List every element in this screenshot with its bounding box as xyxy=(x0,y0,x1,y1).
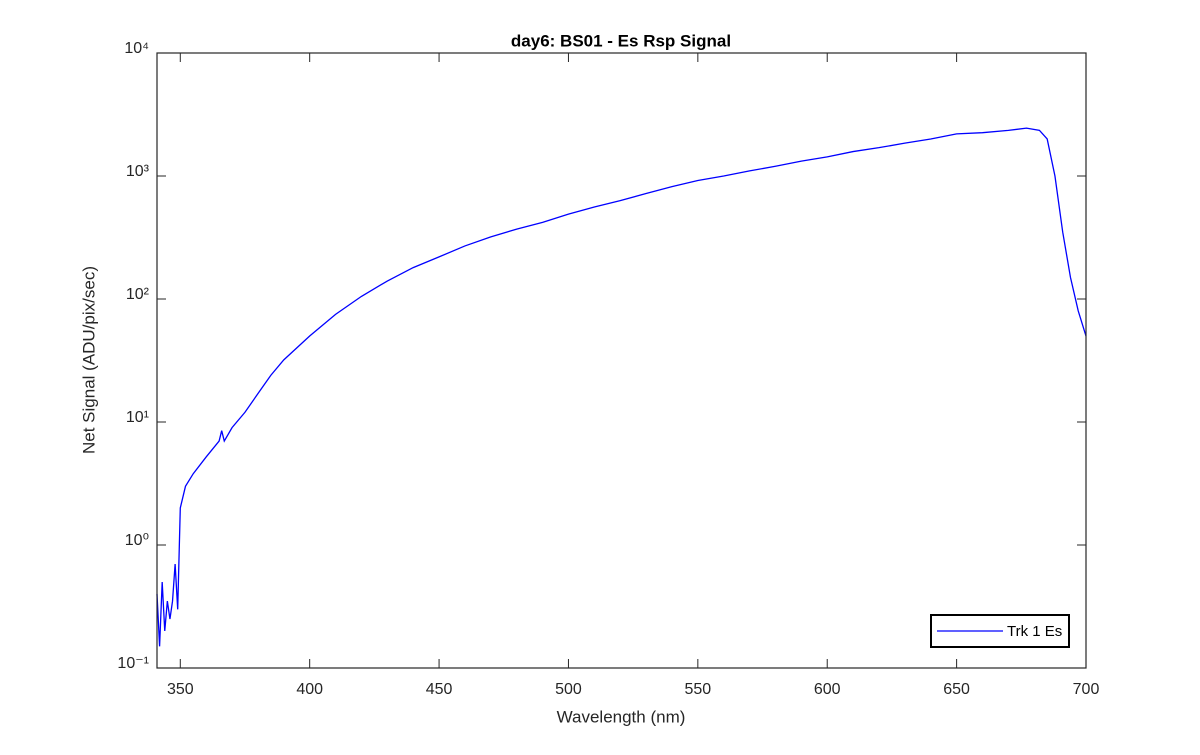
x-tick-label: 400 xyxy=(296,681,323,698)
plot-area xyxy=(157,53,1086,668)
y-tick-label: 10⁰ xyxy=(125,532,149,549)
chart-title: day6: BS01 - Es Rsp Signal xyxy=(511,31,731,50)
x-tick-label: 650 xyxy=(943,681,970,698)
y-tick-label: 10¹ xyxy=(126,409,149,426)
data-line xyxy=(156,127,1087,647)
axes-frame xyxy=(156,52,1087,669)
x-axis-label: Wavelength (nm) xyxy=(557,707,686,726)
x-tick-label: 550 xyxy=(684,681,711,698)
x-tick-label: 450 xyxy=(426,681,453,698)
x-tick-label: 500 xyxy=(555,681,582,698)
x-tick-label: 700 xyxy=(1073,681,1100,698)
legend-label: Trk 1 Es xyxy=(1007,623,1062,640)
x-tick-label: 350 xyxy=(167,681,194,698)
x-tick-label: 600 xyxy=(814,681,841,698)
y-axis-label: Net Signal (ADU/pix/sec) xyxy=(79,266,98,454)
y-tick-label: 10⁻¹ xyxy=(117,655,149,672)
y-tick-label: 10⁴ xyxy=(124,40,149,57)
y-tick-label: 10² xyxy=(126,286,150,303)
y-tick-label: 10³ xyxy=(126,163,150,180)
